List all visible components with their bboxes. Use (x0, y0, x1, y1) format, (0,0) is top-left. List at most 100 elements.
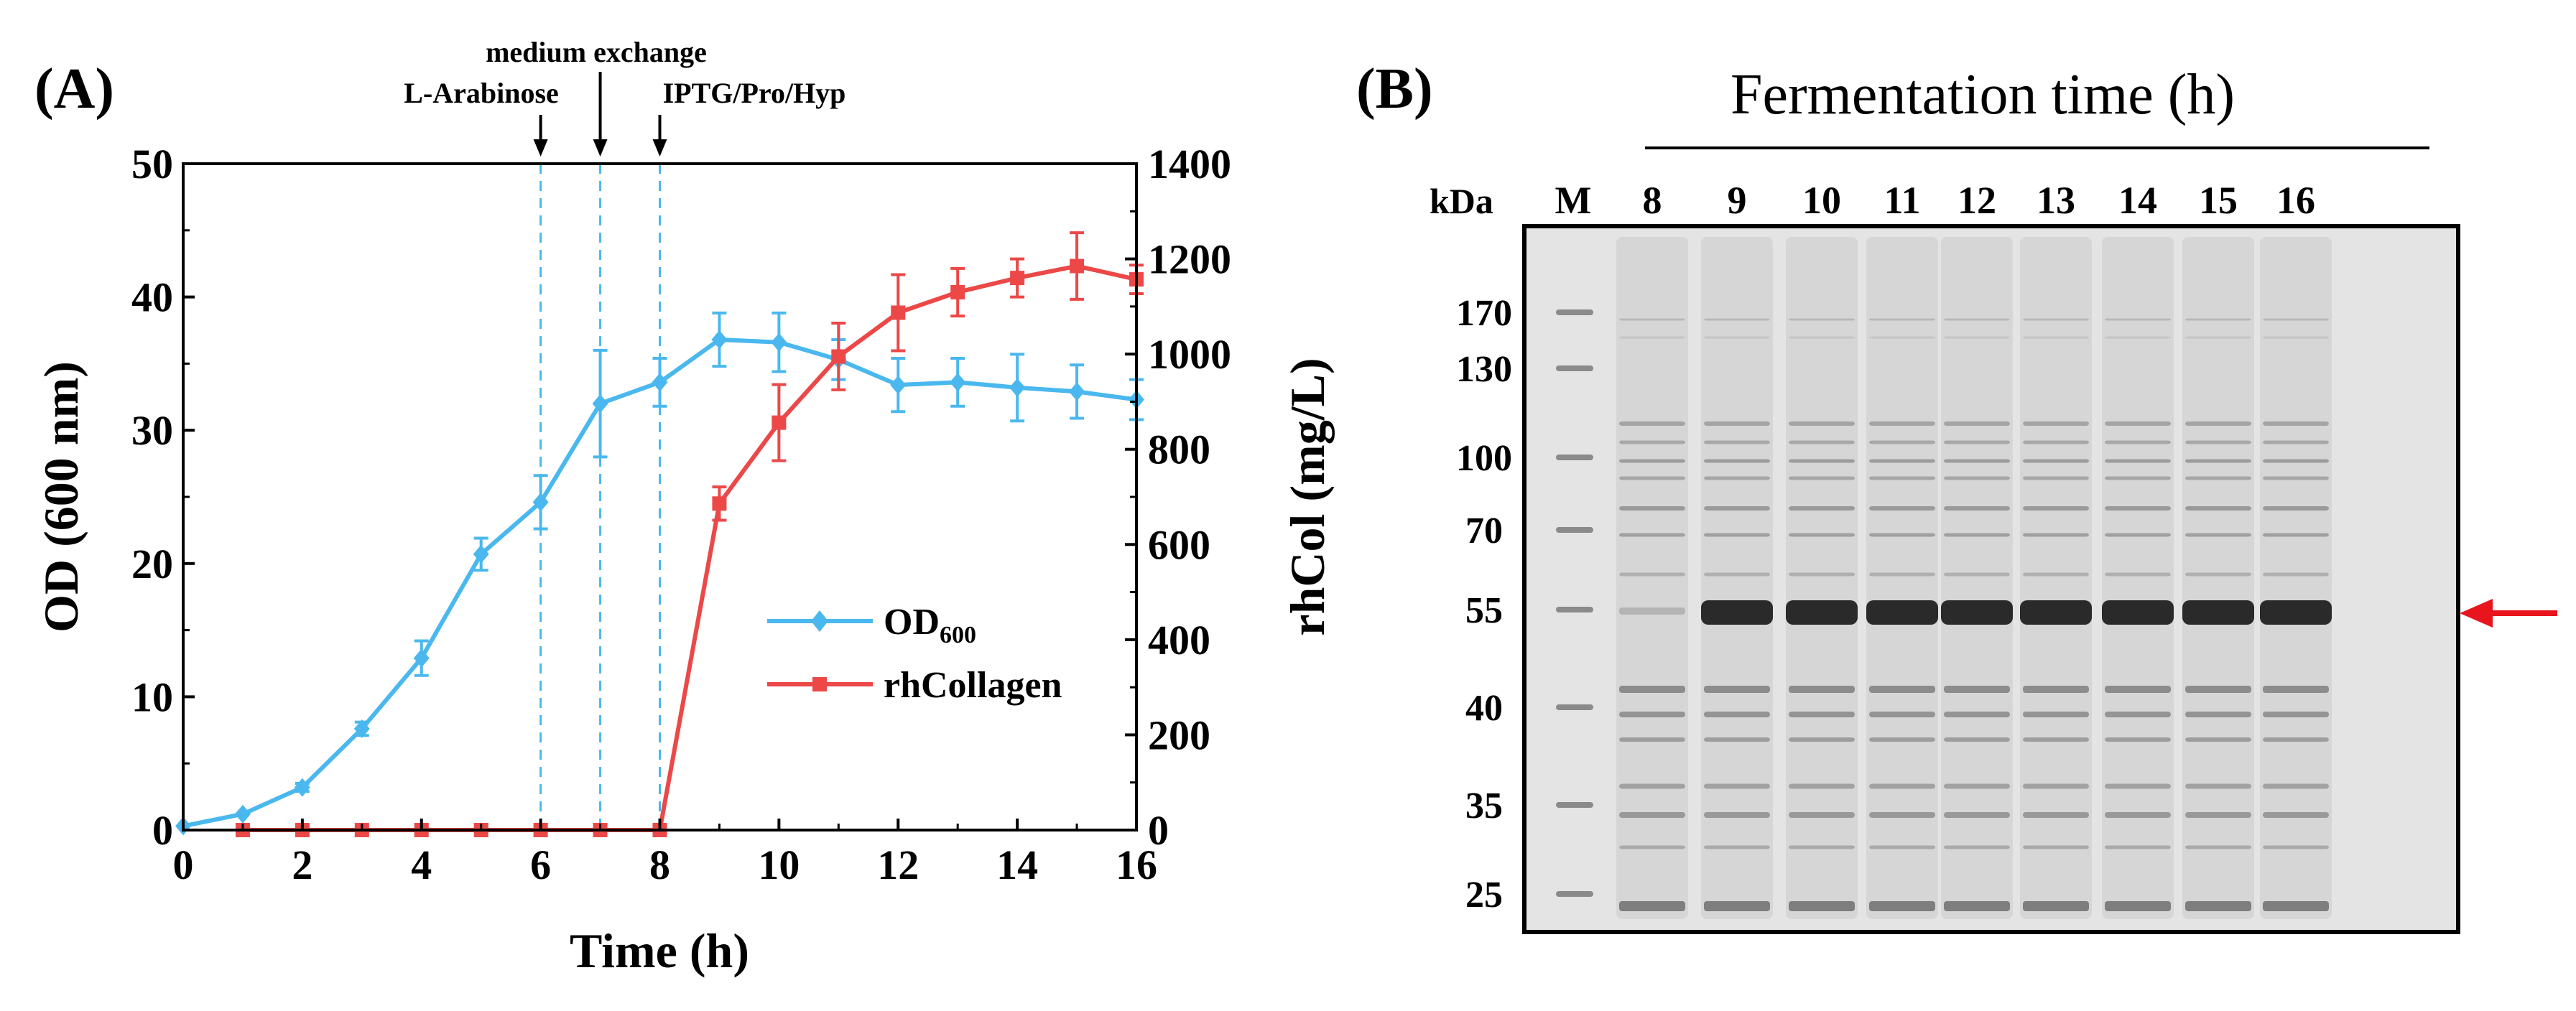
protein-band (1869, 440, 1935, 444)
protein-band (2105, 783, 2171, 789)
protein-band (2105, 336, 2171, 339)
protein-band (1619, 572, 1685, 577)
protein-band (1789, 476, 1855, 480)
protein-band (1944, 845, 2010, 849)
protein-band (1789, 533, 1855, 537)
rhCollagen-point (772, 415, 787, 430)
protein-band (1704, 901, 1770, 911)
target-band (1786, 600, 1858, 625)
mw-label: 35 (1465, 786, 1503, 826)
OD600-point (353, 719, 370, 738)
target-band (2182, 600, 2254, 625)
OD600-point (652, 373, 668, 392)
protein-band (2023, 686, 2089, 693)
protein-band (1704, 506, 1770, 511)
protein-band (1789, 572, 1855, 577)
mw-labels: 170 130 100 70 55 40 35 25 (1456, 293, 1512, 916)
protein-band (1704, 421, 1770, 426)
y-right-tick-label: 200 (1148, 712, 1210, 758)
target-band (2260, 600, 2332, 625)
lane-labels: 8 9 10 11 12 13 14 15 16 (1643, 179, 2316, 222)
mw-label: 25 (1465, 875, 1503, 916)
protein-band (2185, 812, 2251, 818)
protein-band (1944, 686, 2010, 693)
protein-band (2185, 440, 2251, 444)
protein-band (1869, 686, 1935, 693)
rhCollagen-point (891, 305, 906, 320)
protein-band (1619, 686, 1685, 693)
sample-lane (2182, 237, 2254, 919)
sample-lane (2020, 237, 2092, 919)
protein-band (1704, 845, 1770, 849)
protein-band (1789, 459, 1855, 463)
protein-band (1619, 440, 1685, 444)
protein-band (1789, 737, 1855, 742)
protein-band (2105, 737, 2171, 742)
protein-band (1789, 901, 1855, 911)
y-right-tick-label: 400 (1148, 617, 1210, 663)
lane-label: 13 (2037, 179, 2075, 222)
protein-band (2023, 712, 2089, 717)
OD600-point (294, 778, 310, 797)
target-band (2020, 600, 2092, 625)
mw-label: 170 (1456, 293, 1512, 334)
protein-band (2105, 901, 2171, 911)
protein-band (2105, 459, 2171, 463)
protein-band (1619, 318, 1685, 321)
gel-frame (1522, 224, 2460, 934)
x-tick-label: 12 (877, 842, 919, 888)
protein-band (2023, 421, 2089, 426)
protein-band (1789, 845, 1855, 849)
annotation-medium-exchange: medium exchange (486, 36, 707, 68)
protein-band (2185, 506, 2251, 511)
protein-band (2185, 336, 2251, 339)
panel-b: (B) Fermentation time (h) kDa M 8 9 10 11 12… (1356, 57, 2557, 934)
protein-band (2023, 336, 2089, 339)
protein-band (2023, 459, 2089, 463)
panel-b-label: (B) (1356, 57, 1433, 121)
protein-band (1789, 336, 1855, 339)
rhCollagen-point (712, 496, 727, 511)
OD600-point (413, 648, 430, 668)
sample-lane (1786, 237, 1858, 919)
target-band-arrow (2460, 599, 2557, 628)
protein-band (1789, 812, 1855, 818)
protein-band (2185, 783, 2251, 789)
y-right-tick-label: 800 (1148, 427, 1210, 473)
protein-band (2185, 318, 2251, 321)
protein-band (1704, 712, 1770, 717)
sample-lane (2102, 237, 2174, 919)
protein-band (1704, 572, 1770, 577)
sample-lane (1866, 237, 1938, 919)
protein-band (1704, 459, 1770, 463)
mw-label: 100 (1456, 438, 1512, 479)
protein-band (1789, 712, 1855, 717)
protein-band (1869, 506, 1935, 511)
protein-band (2263, 459, 2329, 463)
protein-band (2105, 686, 2171, 693)
legend-od-label: OD600 (884, 602, 976, 648)
protein-band (1789, 783, 1855, 789)
protein-band (2023, 783, 2089, 789)
y-right-tick-label: 1200 (1148, 236, 1231, 283)
protein-band (2105, 506, 2171, 511)
protein-band (2263, 686, 2329, 693)
protein-band (2105, 476, 2171, 480)
mw-label: 55 (1465, 590, 1503, 631)
protein-band (1789, 318, 1855, 321)
y-axis-right-title: rhCol (mg/L) (1280, 358, 1335, 635)
protein-band (1789, 686, 1855, 693)
protein-band (2185, 737, 2251, 742)
protein-band (2263, 783, 2329, 789)
protein-band (1944, 901, 2010, 911)
rhCollagen-point (1070, 258, 1085, 274)
legend-rh-label: rhCollagen (884, 665, 1062, 706)
protein-band (1704, 336, 1770, 339)
protein-band (1869, 737, 1935, 742)
protein-band (1619, 533, 1685, 537)
y-right-tick-label: 1000 (1148, 331, 1231, 378)
y-axis-left: 0 10 20 30 40 50 (131, 141, 195, 854)
protein-band (1789, 421, 1855, 426)
protein-band (2263, 572, 2329, 577)
protein-band (1944, 712, 2010, 717)
